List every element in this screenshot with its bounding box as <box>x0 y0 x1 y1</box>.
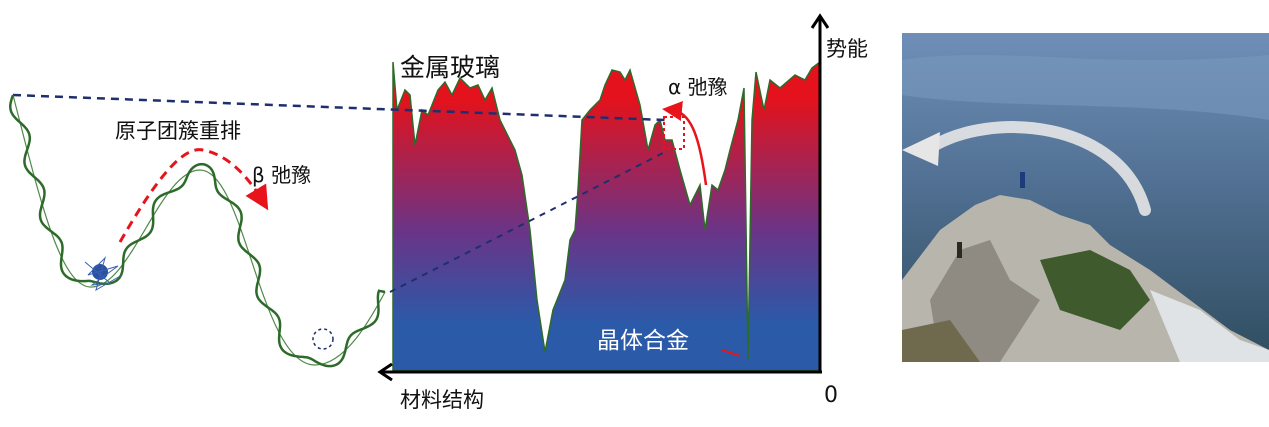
atom-trajectory <box>84 256 123 292</box>
y-axis-arrow-icon <box>810 13 830 29</box>
alpha-relaxation-label: α 弛豫 <box>668 75 728 99</box>
dashed-slope-line <box>389 151 666 293</box>
potential-energy-label: 势能 <box>826 37 868 61</box>
energy-landscape-fill <box>392 60 821 371</box>
alpha-region-box <box>663 116 685 150</box>
empty-site-icon <box>312 328 334 350</box>
material-structure-label: 材料结构 <box>400 388 484 412</box>
beta-relaxation-label: β 弛豫 <box>252 163 311 187</box>
dashed-level-line <box>12 93 666 122</box>
beta-relaxation-arrow <box>118 148 269 243</box>
origin-label: 0 <box>824 383 838 408</box>
rugged-energy-curve <box>9 94 386 368</box>
crystal-pointer <box>721 349 741 357</box>
x-axis-arrow-icon <box>377 362 393 382</box>
alpha-relaxation-arrow <box>662 101 708 186</box>
mountain-photo <box>902 33 1269 362</box>
cluster-rearrangement-label: 原子团簇重排 <box>115 119 241 143</box>
crystalline-alloy-label: 晶体合金 <box>597 328 689 354</box>
metallic-glass-label: 金属玻璃 <box>400 53 500 82</box>
